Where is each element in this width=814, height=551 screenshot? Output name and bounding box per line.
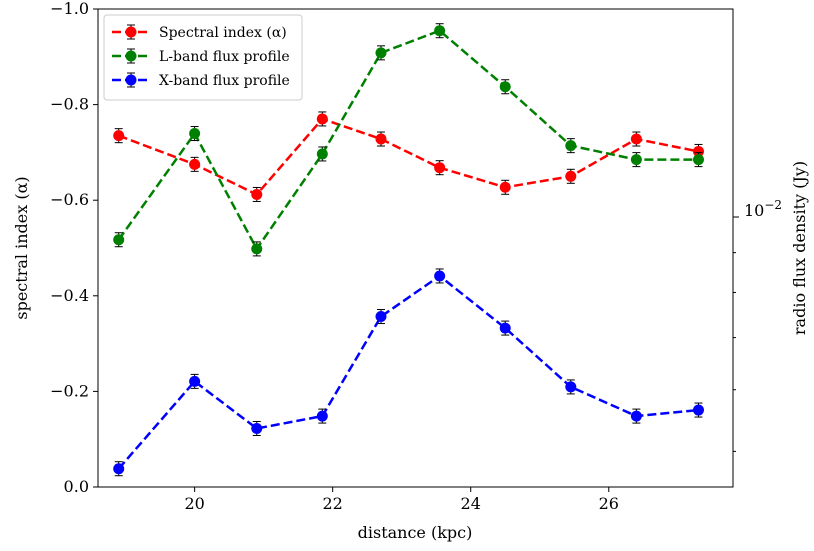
legend-label: X-band flux profile bbox=[159, 73, 290, 89]
legend-marker bbox=[125, 50, 137, 62]
data-point bbox=[499, 322, 511, 334]
y-left-tick-label: −0.8 bbox=[50, 95, 89, 114]
legend-item: L-band flux profile bbox=[112, 48, 290, 65]
series-line bbox=[118, 117, 699, 197]
data-point bbox=[434, 162, 446, 174]
y-axis-label-right: radio flux density (Jy) bbox=[790, 161, 809, 335]
legend-label: L-band flux profile bbox=[159, 49, 290, 65]
y-left-tick-label: −1.0 bbox=[50, 0, 89, 18]
data-point bbox=[375, 311, 387, 323]
legend-marker bbox=[125, 26, 137, 38]
data-point bbox=[630, 154, 642, 166]
y-axis-label-left: spectral index (α) bbox=[12, 176, 31, 319]
series-0 bbox=[113, 111, 704, 202]
series-2 bbox=[113, 268, 704, 477]
series-line bbox=[117, 274, 699, 470]
data-point bbox=[316, 148, 328, 160]
legend-item: X-band flux profile bbox=[112, 72, 290, 89]
data-point bbox=[565, 381, 577, 393]
data-point bbox=[113, 463, 125, 475]
legend-marker bbox=[125, 74, 137, 86]
data-point bbox=[630, 410, 642, 422]
data-point bbox=[434, 270, 446, 282]
x-tick-label: 26 bbox=[599, 494, 619, 513]
data-point bbox=[499, 181, 511, 193]
y-left-tick-label: −0.4 bbox=[50, 286, 89, 305]
series-1 bbox=[113, 23, 704, 257]
x-axis-label: distance (kpc) bbox=[358, 523, 473, 542]
y-left-tick-label: −0.2 bbox=[50, 381, 89, 400]
data-point bbox=[189, 375, 201, 387]
data-point bbox=[251, 243, 263, 255]
data-point bbox=[692, 404, 704, 416]
x-tick-label: 24 bbox=[461, 494, 481, 513]
y-left-tick-label: 0.0 bbox=[64, 477, 89, 496]
data-point bbox=[189, 158, 201, 170]
data-point bbox=[630, 133, 642, 145]
y-left-tick-label: −0.6 bbox=[50, 190, 89, 209]
data-point bbox=[316, 113, 328, 125]
legend-label: Spectral index (α) bbox=[159, 25, 287, 41]
data-point bbox=[692, 154, 704, 166]
data-point bbox=[251, 188, 263, 200]
x-tick-label: 22 bbox=[322, 494, 342, 513]
data-point bbox=[113, 130, 125, 142]
data-point bbox=[565, 140, 577, 152]
legend: Spectral index (α) L-band flux profile X-b… bbox=[103, 14, 303, 101]
series-line bbox=[117, 29, 699, 252]
data-point bbox=[251, 422, 263, 434]
data-point bbox=[499, 81, 511, 93]
data-point bbox=[113, 234, 125, 246]
right-major-tick-label: 10−2 bbox=[744, 198, 782, 220]
x-tick-label: 20 bbox=[184, 494, 204, 513]
data-point bbox=[375, 47, 387, 59]
legend-item: Spectral index (α) bbox=[112, 24, 287, 41]
data-point bbox=[434, 25, 446, 37]
data-point bbox=[316, 410, 328, 422]
data-point bbox=[565, 170, 577, 182]
data-point bbox=[375, 133, 387, 145]
plot-area bbox=[97, 8, 734, 488]
legend-box bbox=[103, 14, 303, 101]
data-point bbox=[189, 128, 201, 140]
data-point bbox=[692, 145, 704, 157]
